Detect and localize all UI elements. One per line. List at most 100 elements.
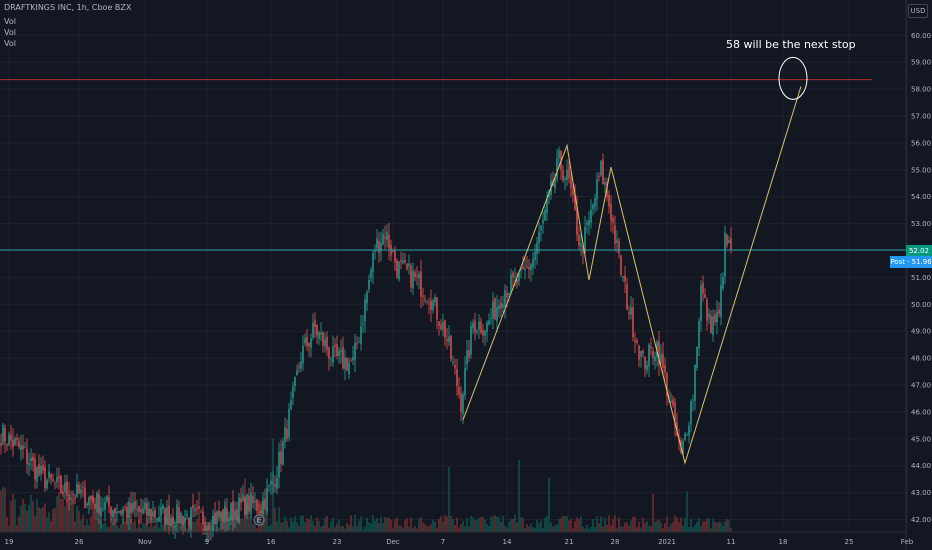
candle-body bbox=[312, 322, 314, 338]
candle-body bbox=[574, 193, 576, 210]
candle-body bbox=[98, 493, 100, 515]
candle-body bbox=[222, 509, 224, 523]
volume-bar bbox=[560, 518, 562, 532]
volume-bar bbox=[566, 515, 568, 532]
candle-body bbox=[614, 225, 616, 244]
volume-bar bbox=[236, 516, 238, 532]
x-tick-label: 9 bbox=[205, 538, 209, 546]
volume-bar bbox=[114, 518, 116, 532]
candle-body bbox=[92, 496, 94, 503]
volume-bar bbox=[690, 518, 692, 532]
candle-body bbox=[216, 511, 218, 525]
volume-bar bbox=[510, 519, 512, 532]
volume-bar bbox=[162, 524, 164, 532]
candle-body bbox=[488, 320, 490, 325]
y-tick-label: 50.00 bbox=[911, 301, 931, 309]
candle-body bbox=[364, 299, 366, 322]
candle-body bbox=[242, 494, 244, 502]
annotation-text[interactable]: 58 will be the next stop bbox=[726, 38, 856, 51]
volume-bar bbox=[594, 526, 596, 532]
volume-bar bbox=[124, 521, 126, 532]
candle-body bbox=[334, 345, 336, 347]
volume-bar bbox=[670, 523, 672, 532]
volume-bar bbox=[72, 498, 74, 532]
y-tick-label: 51.00 bbox=[911, 274, 931, 282]
candle-body bbox=[142, 508, 144, 514]
x-tick-label: 18 bbox=[779, 538, 788, 546]
candle-body bbox=[274, 483, 276, 487]
y-tick-label: 44.00 bbox=[911, 462, 931, 470]
volume-bar bbox=[526, 524, 528, 532]
volume-bar bbox=[504, 525, 506, 532]
volume-bar bbox=[348, 524, 350, 532]
volume-bar bbox=[422, 522, 424, 532]
candle-body bbox=[322, 331, 324, 346]
candle-body bbox=[362, 323, 364, 325]
volume-bar bbox=[286, 520, 288, 532]
candle-body bbox=[410, 265, 412, 288]
candle-body bbox=[472, 322, 474, 328]
volume-bar bbox=[28, 504, 30, 532]
volume-bar bbox=[270, 524, 272, 532]
candle-body bbox=[316, 324, 318, 336]
volume-bar bbox=[4, 488, 6, 532]
volume-bar bbox=[414, 526, 416, 532]
volume-bar bbox=[640, 527, 642, 532]
candle-body bbox=[162, 505, 164, 510]
candle-body bbox=[632, 307, 634, 338]
candle-body bbox=[664, 365, 666, 373]
candle-body bbox=[464, 367, 466, 396]
candle-body bbox=[716, 311, 718, 323]
symbol-title[interactable]: DRAFTKINGS INC, 1h, Cboe BZX bbox=[4, 3, 132, 12]
volume-bar bbox=[274, 507, 276, 532]
candle-body bbox=[484, 330, 486, 336]
volume-bar bbox=[476, 519, 478, 532]
candle-body bbox=[338, 350, 340, 356]
candle-body bbox=[32, 456, 34, 461]
volume-bar bbox=[332, 517, 334, 532]
candle-body bbox=[304, 338, 306, 344]
candle-body bbox=[298, 367, 300, 369]
candle-body bbox=[202, 511, 204, 525]
volume-bar bbox=[254, 524, 256, 532]
x-tick-label: 11 bbox=[727, 538, 736, 546]
candle-body bbox=[634, 339, 636, 342]
volume-bar bbox=[418, 518, 420, 532]
candle-body bbox=[288, 409, 290, 438]
candle-body bbox=[546, 198, 548, 214]
candle-body bbox=[70, 497, 72, 500]
volume-bar bbox=[302, 515, 304, 532]
volume-bar bbox=[400, 525, 402, 532]
volume-bar bbox=[282, 522, 284, 532]
candle-body bbox=[704, 294, 706, 299]
time-axis[interactable]: 19 26 Nov 9 16 23 Dec 7 14 21 28 2021 11 18 25 Feb bbox=[5, 538, 914, 546]
candle-body bbox=[12, 439, 14, 448]
volume-bar bbox=[364, 527, 366, 532]
candle-body bbox=[204, 521, 206, 531]
candle-body bbox=[500, 302, 502, 309]
volume-bar bbox=[408, 526, 410, 532]
candle-body bbox=[4, 427, 6, 442]
candle-body bbox=[214, 512, 216, 525]
candle-body bbox=[598, 176, 600, 178]
currency-button[interactable]: USD bbox=[908, 4, 928, 18]
candle-body bbox=[420, 271, 422, 297]
candle-body bbox=[182, 515, 184, 526]
candle-body bbox=[496, 306, 498, 322]
x-tick-label: Dec bbox=[386, 538, 400, 546]
volume-bar bbox=[250, 515, 252, 532]
candle-body bbox=[596, 178, 598, 200]
candle-body bbox=[42, 464, 44, 471]
candle-body bbox=[136, 508, 138, 511]
volume-bar bbox=[702, 521, 704, 532]
volume-bar bbox=[104, 522, 106, 532]
y-tick-label: 57.00 bbox=[911, 113, 931, 121]
candle-body bbox=[544, 209, 546, 221]
volume-bar bbox=[256, 528, 258, 532]
volume-bar bbox=[676, 517, 678, 532]
volume-bar bbox=[66, 498, 68, 532]
candle-body bbox=[554, 177, 556, 188]
y-tick-label: 49.00 bbox=[911, 328, 931, 336]
x-tick-label: Nov bbox=[138, 538, 152, 546]
